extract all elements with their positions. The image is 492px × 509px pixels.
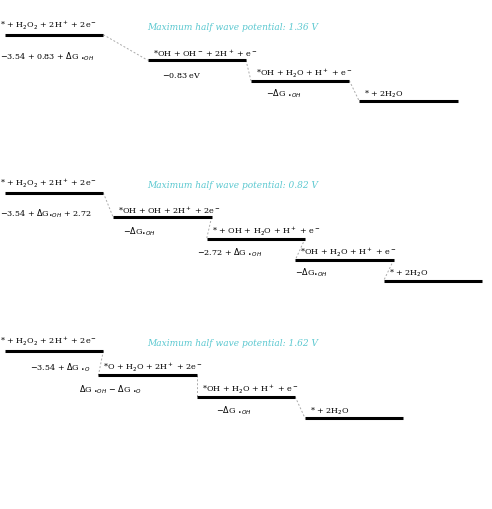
Text: *OH + OH$^-$ + 2H$^+$ + e$^-$: *OH + OH$^-$ + 2H$^+$ + e$^-$ xyxy=(153,47,257,59)
Text: *OH + OH + 2H$^+$ + 2e$^-$: *OH + OH + 2H$^+$ + 2e$^-$ xyxy=(118,204,221,216)
Text: $-$$\Delta$G$_{\bullet OH}$: $-$$\Delta$G$_{\bullet OH}$ xyxy=(123,224,155,237)
Text: * + OH + H$_2$O + H$^+$ + e$^-$: * + OH + H$_2$O + H$^+$ + e$^-$ xyxy=(212,224,320,237)
Text: $-$3.54 + $\Delta$G $_{\bullet O}$: $-$3.54 + $\Delta$G $_{\bullet O}$ xyxy=(30,361,90,374)
Text: Maximum half wave potential: 0.82 V: Maximum half wave potential: 0.82 V xyxy=(148,180,319,189)
Text: $-$$\Delta$G $_{\bullet}$$_{OH}$: $-$$\Delta$G $_{\bullet}$$_{OH}$ xyxy=(266,87,301,100)
Text: $-$3.54 + $\Delta$G$_{\bullet OH}$ + 2.72: $-$3.54 + $\Delta$G$_{\bullet OH}$ + 2.7… xyxy=(0,207,92,220)
Text: $-$2.72 + $\Delta$G $_{\bullet}$$_{OH}$: $-$2.72 + $\Delta$G $_{\bullet}$$_{OH}$ xyxy=(197,246,262,259)
Text: *OH + H$_2$O + H$^+$ + e$^-$: *OH + H$_2$O + H$^+$ + e$^-$ xyxy=(256,66,352,79)
Text: $-$$\Delta$G $_{\bullet}$$_{OH}$: $-$$\Delta$G $_{\bullet}$$_{OH}$ xyxy=(216,404,252,416)
Text: $-$3.54 + 0.83 + $\Delta$G $_{\bullet}$$_{OH}$: $-$3.54 + 0.83 + $\Delta$G $_{\bullet}$$… xyxy=(0,50,94,63)
Text: * + 2H$_2$O: * + 2H$_2$O xyxy=(389,267,429,279)
Text: $-$$\Delta$G$_{\bullet OH}$: $-$$\Delta$G$_{\bullet OH}$ xyxy=(295,266,328,279)
Text: * + H$_2$O$_2$ + 2H$^+$ + 2e$^-$: * + H$_2$O$_2$ + 2H$^+$ + 2e$^-$ xyxy=(0,18,97,32)
Text: Maximum half wave potential: 1.36 V: Maximum half wave potential: 1.36 V xyxy=(148,22,319,32)
Text: * + 2H$_2$O: * + 2H$_2$O xyxy=(364,88,404,100)
Text: *OH + H$_2$O + H$^+$ + e$^-$: *OH + H$_2$O + H$^+$ + e$^-$ xyxy=(202,382,298,395)
Text: *OH + H$_2$O + H$^+$ + e$^-$: *OH + H$_2$O + H$^+$ + e$^-$ xyxy=(300,245,397,259)
Text: * + H$_2$O$_2$ + 2H$^+$ + 2e$^-$: * + H$_2$O$_2$ + 2H$^+$ + 2e$^-$ xyxy=(0,334,97,347)
Text: * + 2H$_2$O: * + 2H$_2$O xyxy=(310,405,350,416)
Text: * + H$_2$O$_2$ + 2H$^+$ + 2e$^-$: * + H$_2$O$_2$ + 2H$^+$ + 2e$^-$ xyxy=(0,176,97,189)
Text: $\Delta$G $_{\bullet OH}$ $-$ $\Delta$G $_{\bullet O}$: $\Delta$G $_{\bullet OH}$ $-$ $\Delta$G … xyxy=(79,382,142,395)
Text: Maximum half wave potential: 1.62 V: Maximum half wave potential: 1.62 V xyxy=(148,338,319,347)
Text: *O + H$_2$O + 2H$^+$ + 2e$^-$: *O + H$_2$O + 2H$^+$ + 2e$^-$ xyxy=(103,360,203,374)
Text: $-$0.83 eV: $-$0.83 eV xyxy=(162,70,202,79)
